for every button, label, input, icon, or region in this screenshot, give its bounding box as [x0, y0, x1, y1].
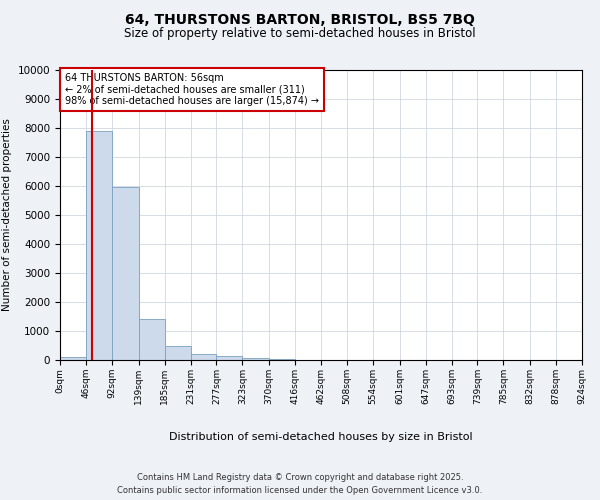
Text: 64, THURSTONS BARTON, BRISTOL, BS5 7BQ: 64, THURSTONS BARTON, BRISTOL, BS5 7BQ: [125, 12, 475, 26]
Bar: [269, 359, 295, 360]
Bar: [164, 346, 191, 360]
Bar: [112, 188, 139, 360]
Bar: [86, 131, 112, 360]
Bar: [217, 356, 242, 360]
Text: Size of property relative to semi-detached houses in Bristol: Size of property relative to semi-detach…: [124, 28, 476, 40]
Bar: [139, 320, 164, 360]
Text: 64 THURSTONS BARTON: 56sqm
← 2% of semi-detached houses are smaller (311)
98% of: 64 THURSTONS BARTON: 56sqm ← 2% of semi-…: [65, 73, 319, 106]
Text: Contains public sector information licensed under the Open Government Licence v3: Contains public sector information licen…: [118, 486, 482, 495]
Text: Distribution of semi-detached houses by size in Bristol: Distribution of semi-detached houses by …: [169, 432, 473, 442]
Bar: [191, 354, 217, 360]
Bar: [242, 358, 269, 360]
Bar: [60, 356, 86, 360]
Text: Contains HM Land Registry data © Crown copyright and database right 2025.: Contains HM Land Registry data © Crown c…: [137, 472, 463, 482]
Y-axis label: Number of semi-detached properties: Number of semi-detached properties: [2, 118, 12, 312]
